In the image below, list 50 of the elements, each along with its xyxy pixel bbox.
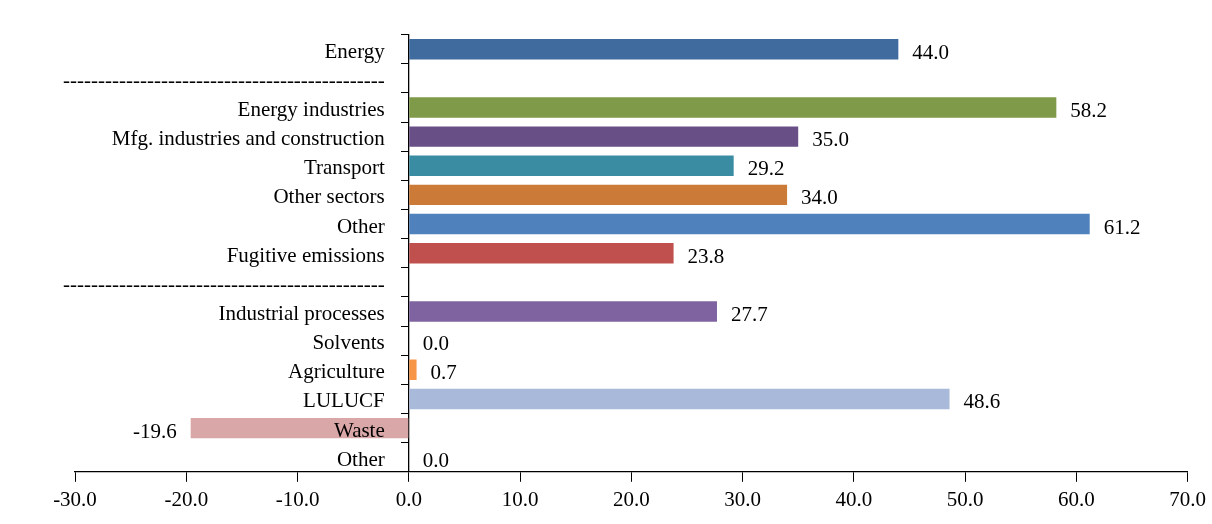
bar (409, 388, 950, 410)
x-tick-label: -30.0 (53, 486, 97, 511)
y-tick-label: Transport (303, 155, 385, 180)
data-label: 48.6 (963, 389, 1001, 414)
data-label: 61.2 (1103, 214, 1141, 239)
y-tick-label: LULUCF (303, 388, 385, 413)
bar (409, 97, 1057, 118)
y-tick-label: Energy industries (237, 96, 385, 121)
data-label: 29.2 (747, 156, 785, 181)
y-tick-label: ---------------------------------------------- (63, 271, 385, 296)
bar (409, 184, 788, 206)
y-tick-label: Solvents (312, 330, 385, 355)
x-tick-label: 30.0 (724, 486, 761, 511)
bar (409, 243, 674, 264)
data-label: 44.0 (912, 39, 950, 64)
x-tick-label: 0.0 (395, 486, 422, 511)
y-tick-label: Other sectors (273, 184, 385, 209)
data-label: -19.6 (132, 418, 177, 443)
data-label: 0.7 (430, 360, 457, 385)
data-label: 0.0 (422, 447, 450, 472)
y-tick-label: Mfg. industries and construction (111, 126, 386, 151)
bar (409, 301, 717, 322)
data-label: 0.0 (422, 331, 450, 356)
bar (409, 38, 899, 60)
data-label: 34.0 (801, 185, 838, 210)
x-tick-label: 20.0 (612, 486, 650, 511)
x-tick-label: 50.0 (946, 486, 984, 511)
x-tick-label: 60.0 (1057, 486, 1095, 511)
y-tick-label: Fugitive emissions (226, 242, 385, 267)
bar (409, 155, 734, 176)
y-tick-label: Other (336, 446, 385, 471)
y-tick-label: Energy (324, 38, 386, 63)
x-tick-label: -10.0 (275, 486, 320, 511)
y-tick-label: Agriculture (287, 359, 385, 384)
bar (409, 359, 417, 380)
data-label: 23.8 (687, 243, 725, 268)
data-label: 35.0 (812, 127, 849, 152)
data-label: 58.2 (1070, 97, 1108, 122)
x-tick-label: -20.0 (164, 486, 209, 511)
bar (409, 213, 1090, 235)
y-tick-label: Industrial processes (218, 301, 385, 326)
x-tick-label: 40.0 (835, 486, 873, 511)
y-tick-label: Waste (333, 417, 385, 442)
x-tick-label: 70.0 (1169, 486, 1206, 511)
data-label: 27.7 (730, 302, 768, 327)
bar (190, 417, 409, 439)
bar (409, 126, 799, 147)
y-tick-label: ---------------------------------------------- (63, 67, 385, 92)
y-tick-label: Other (336, 213, 385, 238)
x-tick-label: 10.0 (501, 486, 539, 511)
